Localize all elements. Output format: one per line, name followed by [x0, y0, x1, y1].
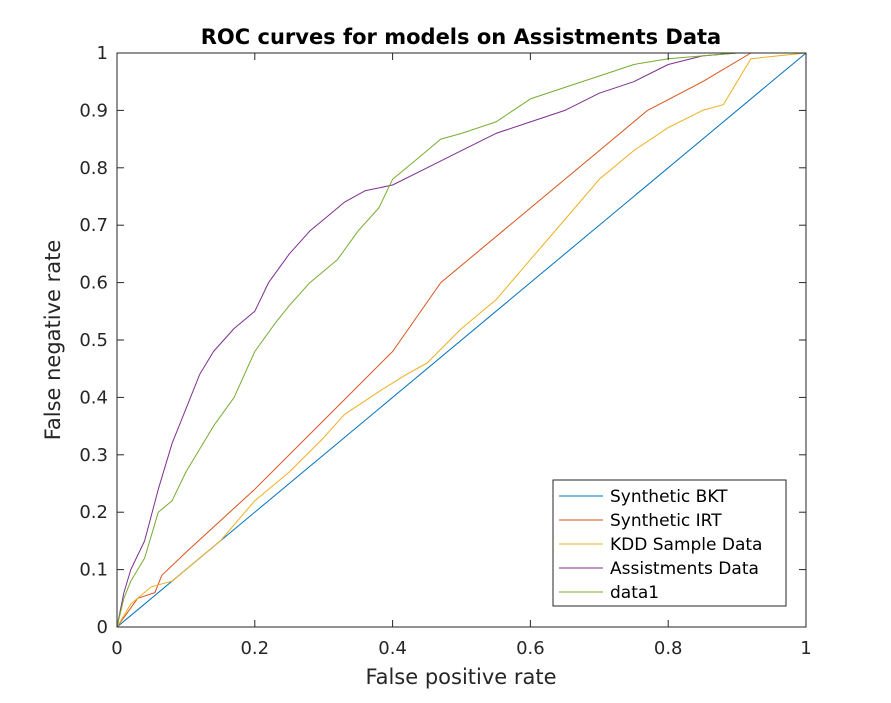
y-tick-label: 0.2	[79, 502, 108, 523]
y-tick-label: 0.1	[79, 560, 108, 581]
x-tick-label: 0	[111, 638, 122, 659]
x-axis-label: False positive rate	[365, 665, 556, 689]
chart-title: ROC curves for models on Assistments Dat…	[201, 25, 721, 49]
y-tick-label: 0.3	[79, 445, 108, 466]
x-tick-label: 0.2	[240, 638, 269, 659]
y-tick-label: 1	[97, 43, 108, 64]
series-layer	[116, 52, 807, 628]
y-tick-label: 0.5	[79, 330, 108, 351]
legend: Synthetic BKT Synthetic IRT KDD Sample Dat…	[552, 479, 787, 607]
y-tick-label: 0.6	[79, 273, 108, 294]
series-line-assistments-data	[116, 52, 806, 628]
y-tick-label: 0.7	[79, 215, 108, 236]
y-tick-label: 0.8	[79, 158, 108, 179]
y-tick-label: 0	[97, 617, 108, 638]
y-tick-label: 0.4	[79, 387, 108, 408]
x-tick-label: 0.6	[516, 638, 545, 659]
legend-label-assistments-data: Assistments Data	[610, 559, 759, 579]
x-axis-ticks: 0 0.2 0.4 0.6 0.8 1	[111, 53, 812, 659]
series-line-kdd-sample-data	[116, 52, 807, 628]
legend-label-synthetic-bkt: Synthetic BKT	[610, 487, 728, 507]
series-line-synthetic-irt	[116, 52, 806, 628]
x-tick-label: 0.4	[378, 638, 407, 659]
series-line-data1	[116, 52, 806, 628]
y-axis-label: False negative rate	[41, 240, 65, 441]
x-tick-label: 0.8	[654, 638, 683, 659]
legend-label-synthetic-irt: Synthetic IRT	[610, 511, 722, 531]
legend-box	[552, 479, 787, 607]
y-tick-label: 0.9	[79, 100, 108, 121]
y-axis-ticks: 0 0.1 0.2 0.3 0.4 0.5 0.6 0.7 0.8 0.9 1	[79, 43, 806, 638]
legend-label-kdd-sample-data: KDD Sample Data	[610, 535, 762, 555]
series-line-synthetic-bkt	[116, 52, 807, 628]
x-tick-label: 1	[800, 638, 811, 659]
legend-label-data1: data1	[610, 583, 659, 603]
